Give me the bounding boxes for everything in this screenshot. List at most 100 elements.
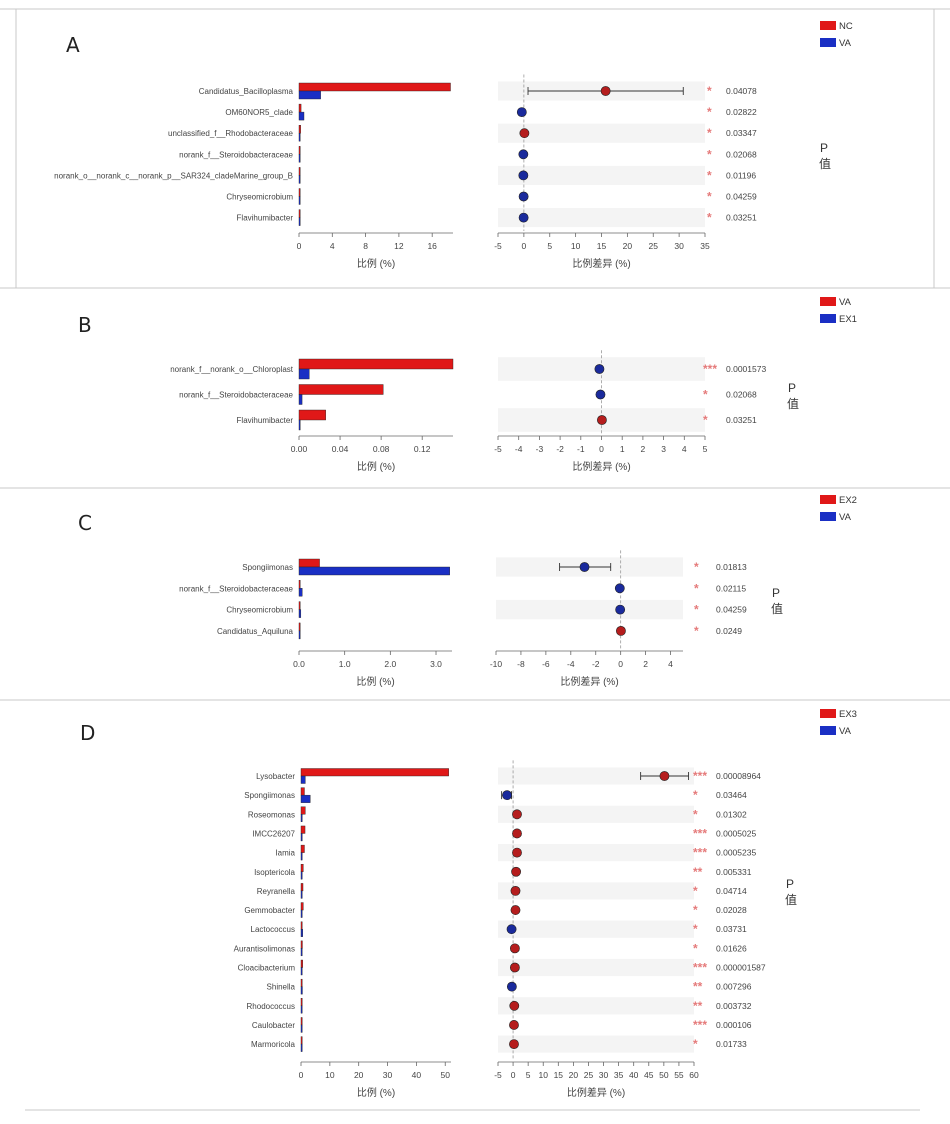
bar-ex3 bbox=[300, 1036, 303, 1045]
diff-x-tick-label: 3 bbox=[661, 444, 666, 454]
diff-x-tick-label: 10 bbox=[538, 1070, 548, 1080]
category-label: Chryseomicrobium bbox=[226, 606, 293, 615]
row-stripe bbox=[498, 1035, 694, 1053]
diff-x-tick-label: -2 bbox=[556, 444, 564, 454]
diff-x-tick-label: -5 bbox=[494, 1070, 502, 1080]
bar-va bbox=[298, 588, 303, 597]
panel-c: C EX2 VA P值 0.0 1.0 2.0 3.0 比例 (%) -10 -8 -6 -4 -2 0 2 4… bbox=[78, 495, 857, 688]
bar-ex3 bbox=[300, 825, 306, 834]
category-label: norank_f__Steroidobacteraceae bbox=[179, 150, 293, 159]
panel-letter: B bbox=[78, 313, 92, 337]
diff-x-tick-label: 0 bbox=[511, 1070, 516, 1080]
diff-point bbox=[659, 771, 670, 781]
p-value: 0.000001587 bbox=[716, 963, 766, 973]
bar-x-tick-label: 0.00 bbox=[291, 444, 308, 454]
bar-va bbox=[300, 775, 306, 784]
bar-va bbox=[298, 132, 301, 142]
bar-x-tick-label: 1.0 bbox=[339, 659, 351, 669]
row-0: Spongiimonas * 0.01813 bbox=[242, 558, 747, 576]
legend-swatch-va bbox=[820, 38, 836, 47]
bar-ex3 bbox=[300, 787, 305, 796]
legend-swatch-ex2 bbox=[820, 495, 836, 504]
row-11: Shinella ** 0.007296 bbox=[267, 978, 752, 995]
diff-x-tick-label: 15 bbox=[597, 241, 607, 251]
bar-va bbox=[298, 90, 321, 100]
p-value: 0.03731 bbox=[716, 924, 747, 934]
bar-va bbox=[298, 630, 301, 640]
legend-swatch-ex1 bbox=[820, 314, 836, 323]
p-value: 0.0005025 bbox=[716, 828, 756, 838]
bar-nc bbox=[298, 82, 451, 92]
diff-x-tick-label: 25 bbox=[584, 1070, 594, 1080]
significance-stars: * bbox=[693, 807, 698, 821]
bar-x-tick-label: 12 bbox=[394, 241, 404, 251]
diff-point bbox=[518, 191, 529, 202]
diff-x-tick-label: -5 bbox=[494, 241, 502, 251]
bar-x-axis-label: 比例 (%) bbox=[357, 460, 395, 473]
bar-va bbox=[298, 175, 301, 184]
bar-ex3 bbox=[300, 921, 303, 930]
bar-ex1 bbox=[298, 419, 301, 431]
row-0: Lysobacter *** 0.00008964 bbox=[256, 768, 761, 784]
diff-x-axis-label: 比例差异 (%) bbox=[572, 460, 630, 473]
diff-x-tick-label: -10 bbox=[490, 659, 503, 669]
category-label: Marmoricola bbox=[251, 1040, 296, 1049]
p-value: 0.04078 bbox=[726, 86, 757, 96]
diff-x-tick-label: -8 bbox=[517, 659, 525, 669]
row-stripe bbox=[498, 767, 694, 785]
category-label: Cloacibacterium bbox=[238, 964, 296, 973]
p-value: 0.005331 bbox=[716, 867, 752, 877]
p-value: 0.00008964 bbox=[716, 771, 761, 781]
p-value: 0.03251 bbox=[726, 415, 757, 425]
diff-x-tick-label: 40 bbox=[629, 1070, 639, 1080]
significance-stars: * bbox=[707, 126, 712, 140]
row-stripe bbox=[498, 123, 705, 143]
diff-x-axis-label: 比例差异 (%) bbox=[572, 257, 630, 270]
row-1: norank_f__Steroidobacteraceae * 0.02115 bbox=[179, 580, 746, 597]
bar-x-tick-label: 0 bbox=[299, 1070, 304, 1080]
diff-point bbox=[509, 1039, 519, 1049]
bar-va bbox=[300, 948, 303, 957]
bar-ex2 bbox=[298, 601, 301, 610]
significance-stars: * bbox=[693, 922, 698, 936]
bar-ex1 bbox=[298, 394, 303, 405]
diff-point bbox=[615, 604, 626, 615]
diff-x-tick-label: 0 bbox=[599, 444, 604, 454]
diff-point bbox=[518, 149, 529, 160]
legend-label-ex2: EX2 bbox=[839, 495, 857, 506]
category-label: Gemmobacter bbox=[244, 906, 295, 915]
bar-va bbox=[298, 409, 326, 421]
category-label: unclassified_f__Rhodobacteraceae bbox=[168, 129, 294, 138]
diff-point bbox=[509, 1020, 519, 1030]
diff-point bbox=[506, 981, 517, 992]
panel-letter: D bbox=[80, 721, 95, 745]
row-6: Flavihumibacter * 0.03251 bbox=[237, 209, 757, 226]
p-value-label-char: 值 bbox=[819, 156, 831, 171]
diff-point bbox=[594, 364, 605, 374]
diff-x-tick-label: -1 bbox=[577, 444, 585, 454]
significance-stars: * bbox=[694, 624, 699, 638]
panel-a: A NC VA P值 0 4 8 12 16 比例 (%) -5 0 5 10 15 20 25 30 35 比例差异… bbox=[54, 21, 853, 270]
bar-x-tick-label: 20 bbox=[354, 1070, 364, 1080]
legend-label-va: VA bbox=[839, 38, 852, 49]
significance-stars: *** bbox=[693, 846, 707, 860]
p-value: 0.04714 bbox=[716, 886, 747, 896]
diff-x-tick-label: 50 bbox=[659, 1070, 669, 1080]
p-value: 0.04259 bbox=[726, 192, 757, 202]
bar-nc bbox=[298, 188, 301, 197]
legend-label-ex1: EX1 bbox=[839, 314, 857, 325]
p-value-label: P bbox=[786, 877, 794, 891]
row-7: Gemmobacter * 0.02028 bbox=[244, 902, 747, 918]
diff-x-tick-label: 5 bbox=[526, 1070, 531, 1080]
row-5: Isoptericola ** 0.005331 bbox=[254, 864, 752, 880]
bar-x-tick-label: 4 bbox=[330, 241, 335, 251]
bar-va bbox=[298, 154, 301, 163]
bar-x-tick-label: 16 bbox=[427, 241, 437, 251]
bar-ex1 bbox=[298, 368, 310, 380]
p-value-label-char: 值 bbox=[771, 601, 783, 616]
p-value: 0.0001573 bbox=[726, 364, 766, 374]
significance-stars: ** bbox=[693, 999, 703, 1013]
significance-stars: *** bbox=[693, 826, 707, 840]
bar-va bbox=[300, 814, 303, 822]
bar-x-tick-label: 0.12 bbox=[414, 444, 431, 454]
